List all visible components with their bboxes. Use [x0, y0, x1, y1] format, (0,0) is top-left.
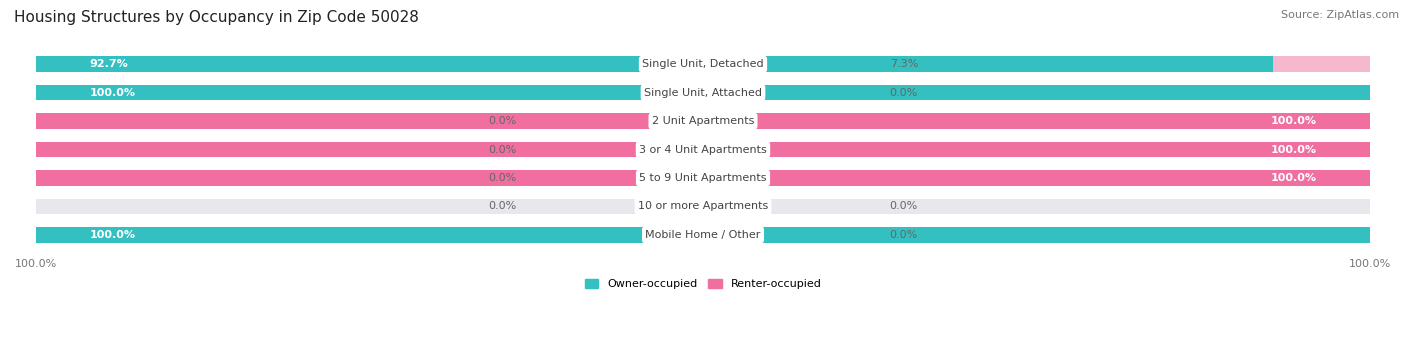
- Text: 0.0%: 0.0%: [488, 202, 516, 211]
- Bar: [37, 142, 1369, 157]
- Bar: [37, 113, 1369, 129]
- Text: 100.0%: 100.0%: [90, 230, 135, 240]
- Text: 100.0%: 100.0%: [1271, 145, 1316, 154]
- Text: 0.0%: 0.0%: [890, 88, 918, 98]
- Text: 92.7%: 92.7%: [90, 59, 128, 69]
- Bar: [37, 85, 1369, 101]
- Bar: [37, 56, 1272, 72]
- Text: 0.0%: 0.0%: [488, 173, 516, 183]
- Text: 100.0%: 100.0%: [90, 88, 135, 98]
- Text: 7.3%: 7.3%: [890, 59, 918, 69]
- Text: 10 or more Apartments: 10 or more Apartments: [638, 202, 768, 211]
- Text: Housing Structures by Occupancy in Zip Code 50028: Housing Structures by Occupancy in Zip C…: [14, 10, 419, 25]
- Text: Single Unit, Detached: Single Unit, Detached: [643, 59, 763, 69]
- Text: 2 Unit Apartments: 2 Unit Apartments: [652, 116, 754, 126]
- Text: Source: ZipAtlas.com: Source: ZipAtlas.com: [1281, 10, 1399, 20]
- Bar: [37, 170, 1369, 186]
- Text: 0.0%: 0.0%: [890, 230, 918, 240]
- Bar: [37, 142, 1369, 157]
- Bar: [37, 227, 1369, 243]
- Bar: [37, 198, 1369, 214]
- Bar: [37, 170, 1369, 186]
- Legend: Owner-occupied, Renter-occupied: Owner-occupied, Renter-occupied: [581, 274, 825, 294]
- Text: Single Unit, Attached: Single Unit, Attached: [644, 88, 762, 98]
- Bar: [37, 56, 1369, 72]
- Text: 3 or 4 Unit Apartments: 3 or 4 Unit Apartments: [640, 145, 766, 154]
- Text: 5 to 9 Unit Apartments: 5 to 9 Unit Apartments: [640, 173, 766, 183]
- Text: 0.0%: 0.0%: [488, 145, 516, 154]
- Text: 0.0%: 0.0%: [890, 202, 918, 211]
- Text: 100.0%: 100.0%: [1271, 173, 1316, 183]
- Text: 0.0%: 0.0%: [488, 116, 516, 126]
- Bar: [1272, 56, 1369, 72]
- Text: Mobile Home / Other: Mobile Home / Other: [645, 230, 761, 240]
- Bar: [37, 227, 1369, 243]
- Text: 100.0%: 100.0%: [1271, 116, 1316, 126]
- Bar: [37, 85, 1369, 101]
- Bar: [37, 113, 1369, 129]
